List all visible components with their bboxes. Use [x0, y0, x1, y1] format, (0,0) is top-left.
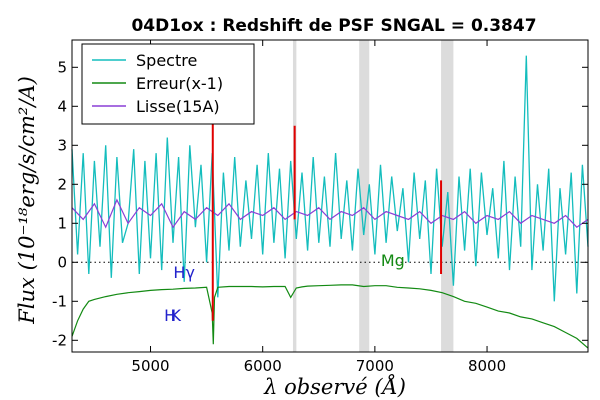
legend-entry-0: Spectre	[136, 51, 197, 70]
y-tick-label: -2	[52, 331, 67, 349]
legend-entry-2: Lisse(15A)	[136, 97, 220, 116]
x-tick-label: 7000	[356, 357, 394, 375]
x-axis-label: λ observé (Å)	[263, 374, 406, 399]
chart-title: 04D1ox : Redshift de PSF SNGAL = 0.3847	[131, 16, 536, 36]
x-tick-label: 8000	[468, 357, 506, 375]
y-tick-label: 5	[57, 58, 67, 76]
line-marker-0: Hγ	[173, 263, 195, 282]
y-tick-label: 3	[57, 136, 67, 154]
y-tick-label: 4	[57, 97, 67, 115]
y-tick-label: -1	[52, 292, 67, 310]
legend-entry-1: Erreur(x-1)	[136, 74, 223, 93]
y-axis-label: Flux (10⁻¹⁸erg/s/cm²/A)	[15, 76, 39, 325]
line-marker-2: K	[171, 306, 182, 325]
line-marker-3: Mg	[381, 251, 405, 270]
y-tick-label: 0	[57, 253, 67, 271]
y-tick-label: 2	[57, 175, 67, 193]
legend: Spectre Erreur(x-1) Lisse(15A)	[82, 44, 254, 124]
y-tick-label: 1	[57, 214, 67, 232]
x-tick-label: 5000	[131, 357, 169, 375]
x-tick-label: 6000	[244, 357, 282, 375]
